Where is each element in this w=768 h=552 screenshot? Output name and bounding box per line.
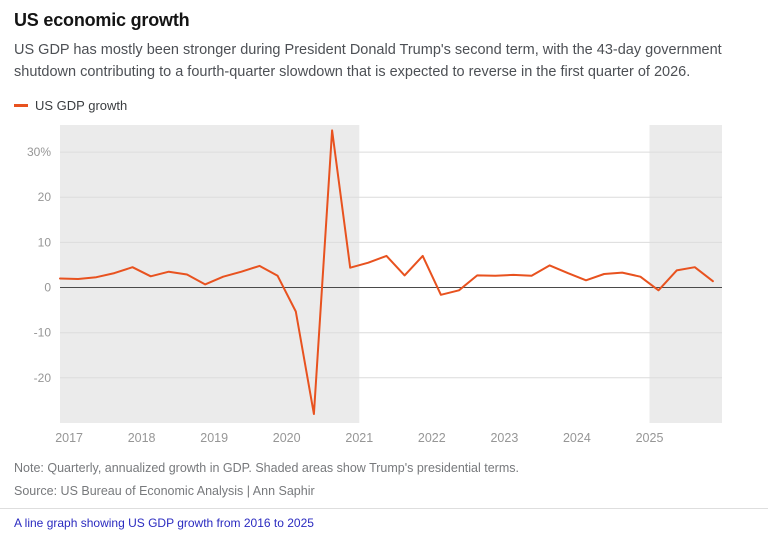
legend-line-swatch-icon bbox=[14, 103, 28, 107]
footer-divider bbox=[0, 507, 768, 509]
svg-text:2025: 2025 bbox=[636, 431, 664, 445]
page-title: US economic growth bbox=[14, 10, 190, 30]
svg-text:2024: 2024 bbox=[563, 431, 591, 445]
svg-text:-10: -10 bbox=[34, 325, 52, 339]
article-chart-card: US economic growth US GDP has mostly bee… bbox=[0, 10, 768, 530]
chart-note: Note: Quarterly, annualized growth in GD… bbox=[14, 460, 519, 475]
svg-text:2020: 2020 bbox=[273, 431, 301, 445]
svg-text:2022: 2022 bbox=[418, 431, 446, 445]
svg-text:-20: -20 bbox=[34, 370, 52, 384]
svg-text:2019: 2019 bbox=[200, 431, 228, 445]
chart-area: 30% 20 10 0 -10 -20 2017 2018 2019 2020 2021 2022 20… bbox=[14, 119, 754, 451]
legend-label: US GDP growth bbox=[35, 97, 128, 113]
chart-source: Source: US Bureau of Economic Analysis |… bbox=[14, 483, 315, 498]
svg-text:0: 0 bbox=[44, 280, 51, 294]
chart-caption-link[interactable]: A line graph showing US GDP growth from … bbox=[14, 515, 314, 530]
svg-text:2021: 2021 bbox=[345, 431, 373, 445]
svg-text:2023: 2023 bbox=[490, 431, 518, 445]
svg-text:20: 20 bbox=[38, 190, 52, 204]
svg-text:2017: 2017 bbox=[55, 431, 83, 445]
svg-text:30%: 30% bbox=[27, 145, 51, 159]
svg-text:10: 10 bbox=[38, 235, 52, 249]
svg-text:2018: 2018 bbox=[128, 431, 156, 445]
chart-legend: US GDP growth bbox=[14, 98, 754, 113]
chart-subtitle: US GDP has mostly been stronger during P… bbox=[14, 42, 722, 80]
gdp-growth-line-chart: 30% 20 10 0 -10 -20 2017 2018 2019 2020 2021 2022 20… bbox=[27, 124, 722, 445]
